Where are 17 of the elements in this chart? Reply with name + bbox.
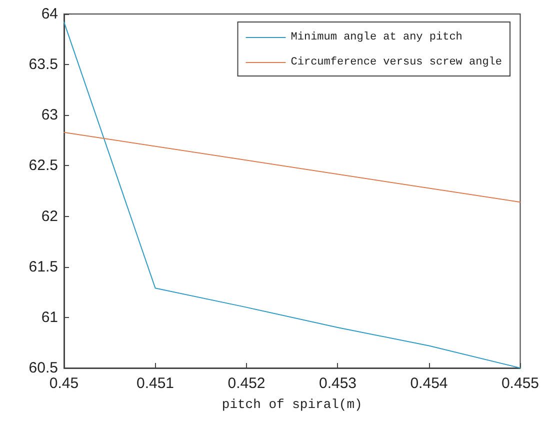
x-tick-label: 0.45	[49, 375, 79, 392]
y-tick-label: 63.5	[28, 56, 58, 74]
y-tick-label: 64	[41, 6, 58, 22]
x-axis-title: pitch of spiral(m)	[222, 397, 362, 412]
y-tick-label: 63	[41, 106, 58, 124]
y-tick-label: 62	[41, 208, 58, 225]
x-tick-label: 0.451	[136, 375, 174, 392]
y-tick-label: 61.5	[28, 258, 58, 276]
legend-label: Circumference versus screw angle	[290, 56, 502, 68]
x-tick-label: 0.452	[228, 375, 266, 392]
y-tick-label: 60.5	[28, 360, 58, 376]
x-tick-label: 0.454	[410, 375, 448, 392]
x-tick-label: 0.453	[318, 375, 357, 392]
y-tick-label: 62.5	[28, 157, 58, 174]
legend-label: Minimum angle at any pitch	[290, 32, 462, 44]
y-tick-label: 61	[41, 308, 58, 326]
x-tick-label: 0.455	[501, 375, 540, 392]
